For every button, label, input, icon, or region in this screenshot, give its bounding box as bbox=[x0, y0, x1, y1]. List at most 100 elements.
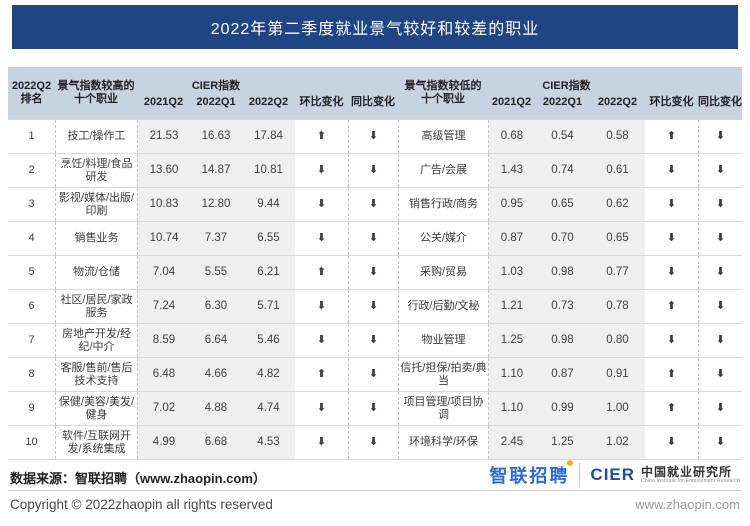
header-qoq-left: 环比变化 bbox=[299, 96, 344, 108]
arrow-down-icon: ⬇ bbox=[316, 334, 327, 346]
arrow-up-icon: ⬆ bbox=[316, 368, 327, 380]
arrow-down-icon: ⬇ bbox=[666, 198, 677, 210]
footer: 数据来源：智联招聘（www.zhaopin.com） 智联招聘 CIER 中国就… bbox=[8, 452, 742, 512]
occupation-cell: 信托/担保/拍卖/典当 bbox=[398, 358, 488, 391]
table-row: 2 烹饪/料理/食品研发 13.60 14.87 10.81 ⬇ ⬇ 广告/会展… bbox=[8, 154, 742, 188]
arrow-down-icon: ⬇ bbox=[666, 436, 677, 448]
rank-cell: 2 bbox=[28, 164, 35, 176]
header-occupations-high: 景气指数较高的十个职业 bbox=[57, 80, 135, 105]
arrow-down-icon: ⬇ bbox=[316, 198, 327, 210]
title-bar: 2022年第二季度就业景气较好和较差的职业 bbox=[12, 5, 738, 49]
index-2022q1-cell: 12.80 bbox=[190, 188, 242, 221]
arrow-down-icon: ⬇ bbox=[348, 392, 398, 425]
table-row: 5 物流/仓储 7.04 5.55 6.21 ⬆ ⬇ 采购/贸易 1.03 0.… bbox=[8, 256, 742, 290]
occupation-cell: 房地产开发/经纪/中介 bbox=[55, 324, 137, 357]
index-2022q1-cell: 0.98 bbox=[535, 324, 590, 357]
arrow-down-icon: ⬇ bbox=[348, 358, 398, 391]
arrow-down-icon: ⬇ bbox=[698, 290, 742, 323]
index-2022q2-cell: 9.44 bbox=[242, 188, 295, 221]
arrow-up-icon: ⬆ bbox=[316, 130, 327, 142]
index-2022q2-cell: 10.81 bbox=[242, 154, 295, 187]
index-2021q2-cell: 1.25 bbox=[488, 324, 535, 357]
arrow-down-icon: ⬇ bbox=[348, 426, 398, 459]
arrow-down-icon: ⬇ bbox=[316, 232, 327, 244]
index-2022q2-cell: 0.78 bbox=[590, 290, 645, 323]
index-2022q2-cell: 4.74 bbox=[242, 392, 295, 425]
arrow-down-icon: ⬇ bbox=[698, 426, 742, 459]
logos: 智联招聘 CIER 中国就业研究所 China Institute for Em… bbox=[489, 460, 740, 490]
copyright-text: Copyright © 2022zhaopin all rights reser… bbox=[10, 497, 273, 512]
arrow-down-icon: ⬇ bbox=[316, 436, 327, 448]
index-2022q2-cell: 0.80 bbox=[590, 324, 645, 357]
header-rank: 2022Q2 排名 bbox=[11, 80, 52, 105]
arrow-up-icon: ⬆ bbox=[666, 368, 677, 380]
index-2022q1-cell: 6.30 bbox=[190, 290, 242, 323]
header-occupations-low: 景气指数较低的十个职业 bbox=[404, 80, 482, 105]
table-row: 10 软件/互联网开发/系统集成 4.99 6.68 4.53 ⬇ ⬇ 环境科学… bbox=[8, 426, 742, 460]
index-2022q1-cell: 0.74 bbox=[535, 154, 590, 187]
index-2021q2-cell: 1.10 bbox=[488, 392, 535, 425]
index-2021q2-cell: 2.45 bbox=[488, 426, 535, 459]
arrow-down-icon: ⬇ bbox=[666, 232, 677, 244]
index-2022q2-cell: 0.58 bbox=[590, 120, 645, 153]
occupation-cell: 物流/仓储 bbox=[55, 256, 137, 289]
cier-wordmark: CIER bbox=[590, 465, 636, 484]
occupation-cell: 社区/居民/家政服务 bbox=[55, 290, 137, 323]
arrow-up-icon: ⬆ bbox=[666, 130, 677, 142]
arrow-down-icon: ⬇ bbox=[316, 300, 327, 312]
index-2022q2-cell: 6.21 bbox=[242, 256, 295, 289]
index-2021q2-cell: 10.74 bbox=[137, 222, 190, 255]
index-2022q1-cell: 1.25 bbox=[535, 426, 590, 459]
occupation-cell: 项目管理/项目协调 bbox=[398, 392, 488, 425]
index-2021q2-cell: 7.24 bbox=[137, 290, 190, 323]
rank-cell: 6 bbox=[28, 300, 35, 312]
arrow-up-icon: ⬆ bbox=[316, 266, 327, 278]
index-2022q1-cell: 0.98 bbox=[535, 256, 590, 289]
arrow-down-icon: ⬇ bbox=[348, 222, 398, 255]
index-2021q2-cell: 0.68 bbox=[488, 120, 535, 153]
index-2022q1-cell: 0.87 bbox=[535, 358, 590, 391]
table-row: 8 客服/售前/售后技术支持 6.48 4.66 4.82 ⬆ ⬇ 信托/担保/… bbox=[8, 358, 742, 392]
index-2022q1-cell: 7.37 bbox=[190, 222, 242, 255]
occupation-cell: 行政/后勤/文秘 bbox=[398, 290, 488, 323]
index-2021q2-cell: 10.83 bbox=[137, 188, 190, 221]
index-2022q1-cell: 5.55 bbox=[190, 256, 242, 289]
header-yoy-left: 同比变化 bbox=[351, 96, 395, 108]
index-2022q1-cell: 4.66 bbox=[190, 358, 242, 391]
page-title: 2022年第二季度就业景气较好和较差的职业 bbox=[210, 21, 540, 38]
occupation-cell: 影视/媒体/出版/印刷 bbox=[55, 188, 137, 221]
rank-cell: 7 bbox=[28, 334, 35, 346]
occupation-cell: 广告/会展 bbox=[398, 154, 488, 187]
rank-cell: 1 bbox=[28, 130, 35, 142]
occupation-cell: 公关/媒介 bbox=[398, 222, 488, 255]
arrow-down-icon: ⬇ bbox=[316, 402, 327, 414]
footer-divider-line bbox=[8, 490, 742, 491]
index-2022q2-cell: 5.46 bbox=[242, 324, 295, 357]
index-2022q2-cell: 4.82 bbox=[242, 358, 295, 391]
index-2022q1-cell: 14.87 bbox=[190, 154, 242, 187]
header-2022q2-right: 2022Q2 bbox=[597, 96, 638, 108]
table-row: 4 销售业务 10.74 7.37 6.55 ⬇ ⬇ 公关/媒介 0.87 0.… bbox=[8, 222, 742, 256]
occupation-cell: 烹饪/料理/食品研发 bbox=[55, 154, 137, 187]
arrow-down-icon: ⬇ bbox=[698, 188, 742, 221]
arrow-up-icon: ⬆ bbox=[666, 300, 677, 312]
index-2022q2-cell: 0.61 bbox=[590, 154, 645, 187]
table-row: 9 保健/美容/美发/健身 7.02 4.88 4.74 ⬇ ⬇ 项目管理/项目… bbox=[8, 392, 742, 426]
index-2022q2-cell: 0.65 bbox=[590, 222, 645, 255]
occupation-cell: 物业管理 bbox=[398, 324, 488, 357]
index-2022q2-cell: 0.91 bbox=[590, 358, 645, 391]
data-source-text: 数据来源：智联招聘（www.zhaopin.com） bbox=[10, 471, 266, 486]
index-2021q2-cell: 6.48 bbox=[137, 358, 190, 391]
table-body: 1 技工/操作工 21.53 16.63 17.84 ⬆ ⬇ 高级管理 0.68… bbox=[8, 120, 742, 460]
arrow-down-icon: ⬇ bbox=[348, 120, 398, 153]
index-2022q2-cell: 0.62 bbox=[590, 188, 645, 221]
index-2022q2-cell: 1.02 bbox=[590, 426, 645, 459]
index-2022q1-cell: 6.64 bbox=[190, 324, 242, 357]
cier-english-name: China Institute for Employment Research bbox=[641, 477, 740, 484]
index-2022q1-cell: 0.54 bbox=[535, 120, 590, 153]
index-2022q1-cell: 4.88 bbox=[190, 392, 242, 425]
index-2021q2-cell: 21.53 bbox=[137, 120, 190, 153]
index-2022q1-cell: 0.70 bbox=[535, 222, 590, 255]
header-yoy-right: 同比变化 bbox=[698, 96, 742, 108]
